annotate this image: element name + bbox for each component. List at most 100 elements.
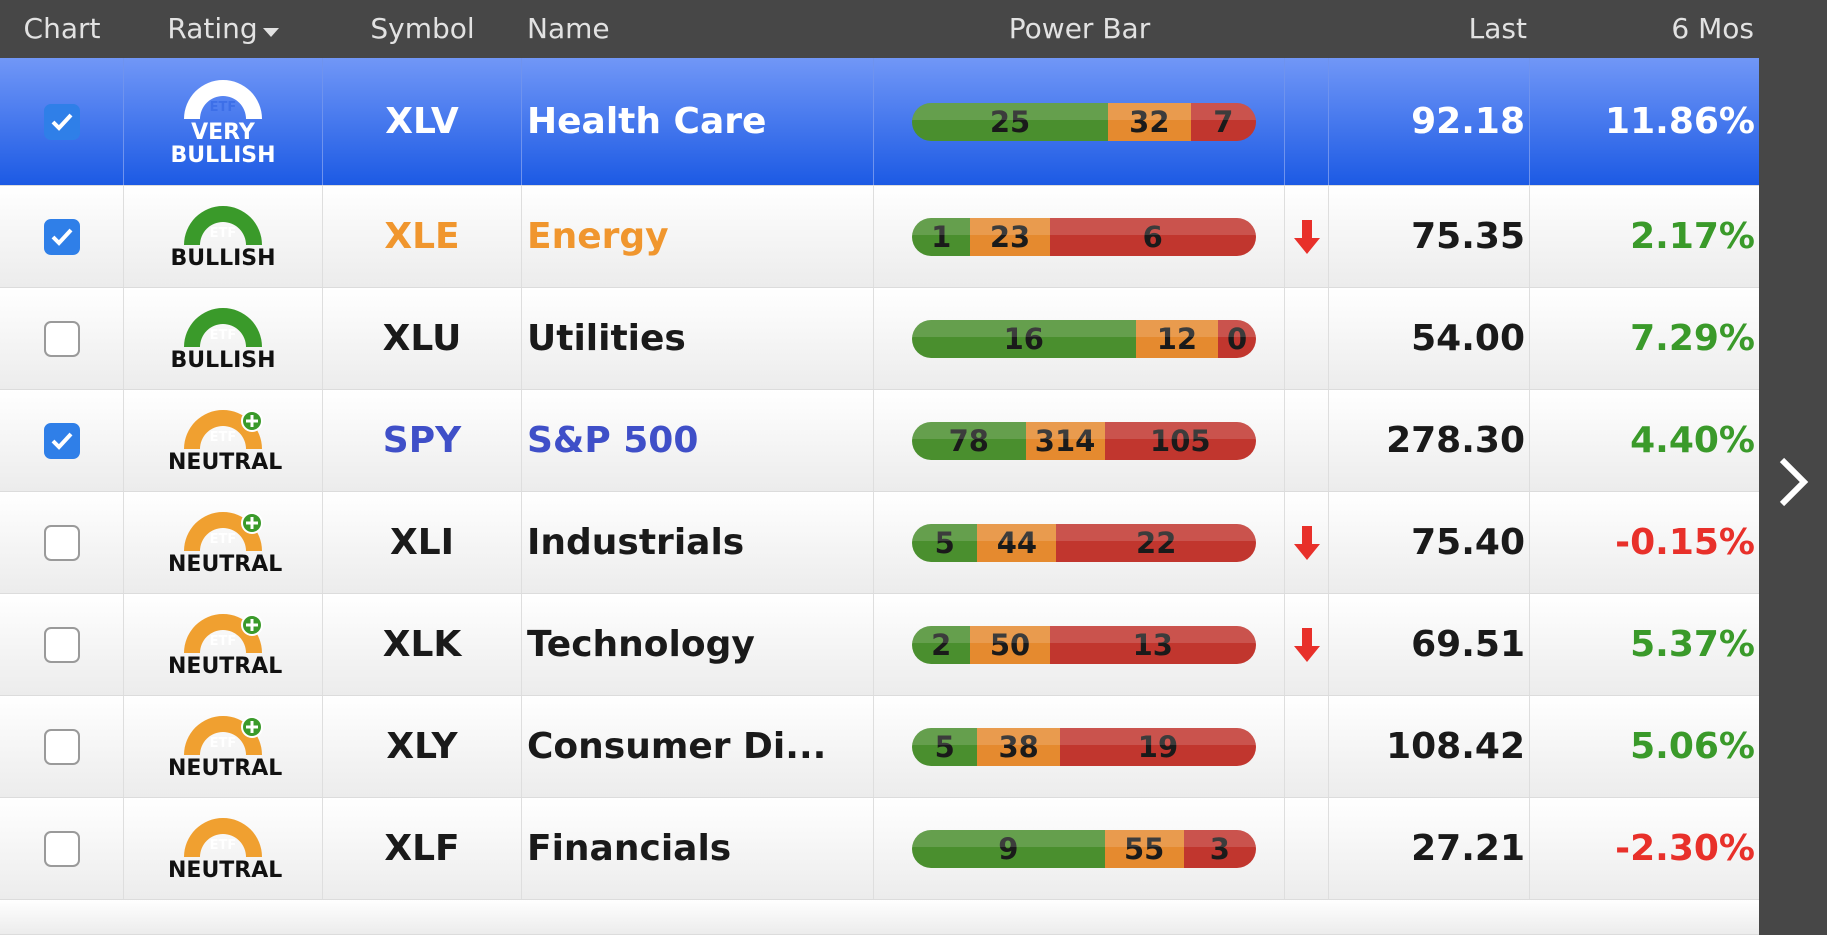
power-bar: 16 12 0 — [912, 319, 1256, 358]
cell: ETF NEUTRAL — [124, 492, 323, 593]
cell: 11.86% — [1530, 58, 1759, 185]
cell: 5.06% — [1530, 696, 1759, 797]
cell: XLV — [323, 58, 522, 185]
cell: 75.40 — [1329, 492, 1530, 593]
power-segment: 55 — [1104, 829, 1184, 868]
power-bar: 1 23 6 — [912, 217, 1256, 256]
six-month-change: 7.29% — [1630, 318, 1755, 359]
power-segment: 25 — [912, 102, 1109, 141]
cell: 2 50 13 — [874, 594, 1285, 695]
power-segment: 19 — [1059, 727, 1256, 766]
plus-sign — [246, 721, 258, 733]
cell — [1285, 798, 1329, 899]
power-segment: 38 — [977, 727, 1060, 766]
power-segment: 7 — [1190, 102, 1256, 141]
symbol: XLF — [384, 828, 460, 869]
checkbox[interactable] — [43, 218, 80, 255]
symbol: XLE — [384, 216, 460, 257]
rating-gauge: ETF — [184, 512, 263, 551]
cell — [0, 696, 124, 797]
table-row[interactable]: ETF NEUTRAL XLF Financials 9 55 3 27.21 -2.30% — [0, 798, 1759, 900]
gauge-badge: ETF — [210, 838, 237, 853]
cell: ETF BULLISH — [124, 186, 323, 287]
cell: 7.29% — [1530, 288, 1759, 389]
plus-sign — [246, 619, 258, 631]
cell — [1285, 288, 1329, 389]
down-arrow — [1293, 525, 1320, 560]
table-row[interactable]: ETF NEUTRAL XLI Industrials 5 44 22 75.40 -0.15% — [0, 492, 1759, 594]
header-chart: Chart — [23, 12, 101, 45]
arrow-shape — [1293, 219, 1320, 254]
rating-gauge: ETF — [184, 206, 262, 245]
power-segment: 1 — [912, 217, 971, 256]
cell: XLK — [323, 594, 522, 695]
header-name: Name — [527, 12, 610, 45]
rating-gauge: ETF — [184, 79, 262, 119]
rating-label: NEUTRAL — [168, 858, 283, 883]
table-row[interactable]: ETF NEUTRAL XLK Technology 2 50 13 69.51 5.37% — [0, 594, 1759, 696]
cell: XLY — [323, 696, 522, 797]
checkbox[interactable] — [43, 830, 80, 867]
header-rating[interactable]: Rating — [124, 0, 323, 58]
symbol: XLI — [389, 522, 455, 563]
checkbox[interactable] — [43, 320, 80, 357]
arrow-shape — [1293, 627, 1320, 662]
cell: ETF NEUTRAL — [124, 798, 323, 899]
header-last: Last — [1468, 12, 1527, 45]
six-month-change: 5.06% — [1630, 726, 1755, 767]
gauge-badge: ETF — [210, 736, 237, 751]
cell: 4.40% — [1530, 390, 1759, 491]
table-row[interactable]: ETF VERY BULLISH XLV Health Care 25 32 7 92.18 1… — [0, 58, 1759, 186]
cell: ETF VERY BULLISH — [124, 58, 323, 185]
next-page[interactable] — [1770, 452, 1816, 512]
cell — [0, 594, 124, 695]
checkbox[interactable] — [43, 103, 80, 140]
power-segment: 32 — [1108, 102, 1191, 141]
name: Technology — [527, 624, 755, 665]
checkbox[interactable] — [43, 524, 80, 561]
cell — [0, 798, 124, 899]
checkbox[interactable] — [43, 626, 80, 663]
symbol: XLK — [382, 624, 462, 665]
last-price: 92.18 — [1411, 101, 1525, 142]
cell: -0.15% — [1530, 492, 1759, 593]
cell — [1285, 594, 1329, 695]
check-path — [51, 432, 72, 450]
checkbox[interactable] — [43, 728, 80, 765]
table-row[interactable]: ETF BULLISH XLE Energy 1 23 6 75.35 2.17% — [0, 186, 1759, 288]
gauge-arc — [184, 79, 262, 119]
name: Utilities — [527, 318, 686, 359]
rating-label: BULLISH — [170, 246, 276, 271]
check-mark — [51, 113, 72, 131]
last-price: 75.35 — [1411, 216, 1525, 257]
last-price: 54.00 — [1411, 318, 1525, 359]
table-row[interactable]: ETF NEUTRAL XLY Consumer Di... 5 38 19 108.42 5.… — [0, 696, 1759, 798]
last-price: 278.30 — [1386, 420, 1525, 461]
power-segment: 9 — [912, 829, 1105, 868]
power-bar: 5 44 22 — [912, 523, 1256, 562]
symbol: SPY — [382, 420, 462, 461]
cell: 5.37% — [1530, 594, 1759, 695]
table-row[interactable]: ETF NEUTRAL SPY S&P 500 78 314 105 278.30 4.40% — [0, 390, 1759, 492]
cell: XLE — [323, 186, 522, 287]
check-path — [51, 113, 72, 131]
gauge-arc — [184, 308, 262, 347]
name: S&P 500 — [527, 420, 699, 461]
cell: 78 314 105 — [874, 390, 1285, 491]
power-segment: 0 — [1218, 319, 1256, 358]
cell: 1 23 6 — [874, 186, 1285, 287]
cell — [1285, 390, 1329, 491]
checkbox[interactable] — [43, 422, 80, 459]
six-month-change: 2.17% — [1630, 216, 1755, 257]
table-row[interactable]: ETF BULLISH XLU Utilities 16 12 0 54.00 7.29% — [0, 288, 1759, 390]
cell: -2.30% — [1530, 798, 1759, 899]
power-segment: 13 — [1049, 625, 1256, 664]
gauge-badge: ETF — [210, 328, 237, 343]
power-segment: 22 — [1056, 523, 1256, 562]
name: Consumer Di... — [527, 726, 827, 767]
power-segment: 23 — [970, 217, 1050, 256]
sort-arrow — [262, 28, 279, 37]
gauge-badge: ETF — [210, 532, 237, 547]
six-month-change: 11.86% — [1605, 101, 1755, 142]
cell: Financials — [522, 798, 874, 899]
